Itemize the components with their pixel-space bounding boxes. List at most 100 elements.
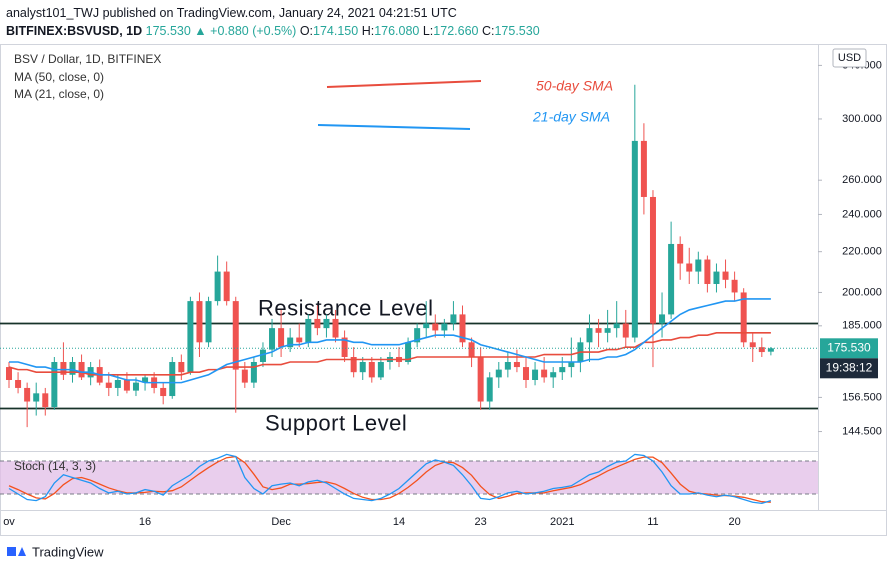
- candle-body: [477, 356, 484, 402]
- candle-body: [649, 196, 656, 324]
- candle-body: [314, 318, 321, 329]
- countdown-box: [820, 358, 878, 379]
- candle-body: [332, 318, 339, 338]
- legend-line-21: [317, 124, 471, 130]
- ohlc-value: 176.080: [374, 24, 420, 38]
- candle-body: [532, 369, 539, 380]
- candle-body: [160, 387, 167, 397]
- candle-body: [305, 318, 312, 343]
- candle-body: [187, 301, 194, 373]
- candle-body: [350, 356, 357, 373]
- symbol: BITFINEX:BSVUSD, 1D: [6, 24, 143, 38]
- ohlc-key: O:: [299, 24, 314, 38]
- candle-body: [550, 372, 557, 378]
- ohlc-key: H:: [361, 24, 375, 38]
- x-tick-label: 20: [728, 516, 740, 528]
- level-label: Resistance Level: [258, 295, 434, 320]
- x-tick-label: 11: [647, 516, 658, 528]
- candle-body: [51, 362, 58, 408]
- candle-body: [114, 379, 121, 388]
- stoch-band: [0, 461, 818, 494]
- candle-body: [287, 337, 294, 348]
- candle-body: [259, 349, 266, 363]
- countdown: 19:38:12: [826, 360, 873, 374]
- y-tick-label: 240.000: [842, 208, 882, 220]
- candle-body: [441, 323, 448, 331]
- candle-body: [713, 271, 720, 284]
- candle-body: [740, 292, 747, 343]
- candle-body: [60, 362, 67, 375]
- candle-body: [722, 271, 729, 280]
- candle-body: [414, 328, 421, 343]
- candle-body: [169, 362, 176, 397]
- currency: USD: [838, 52, 861, 64]
- candle-body: [541, 369, 548, 378]
- candle-body: [622, 323, 629, 338]
- candle-body: [631, 140, 638, 338]
- candle-body: [24, 387, 31, 402]
- header: analyst101_TWJ published on TradingView.…: [6, 4, 540, 40]
- candle-body: [495, 369, 502, 378]
- change: +0.880 (+0.5%): [210, 24, 297, 38]
- candle-body: [78, 362, 85, 378]
- candle-body: [205, 301, 212, 343]
- ohlc-value: 175.530: [494, 24, 540, 38]
- candle-body: [758, 347, 765, 353]
- ma-line: [9, 298, 771, 384]
- legend-line-50: [326, 80, 482, 88]
- ohlc-key: C:: [481, 24, 495, 38]
- y-tick-label: 300.000: [842, 113, 882, 125]
- y-tick-label: 220.000: [842, 246, 882, 258]
- price-label: 175.530: [827, 340, 871, 354]
- price-box: [820, 338, 878, 359]
- ohlc-key: L:: [422, 24, 434, 38]
- y-tick-label: 260.000: [842, 174, 882, 186]
- candle-body: [423, 323, 430, 329]
- candle-body: [586, 328, 593, 343]
- x-tick-label: ov: [3, 516, 15, 528]
- candle-body: [105, 382, 112, 388]
- candle-body: [659, 314, 666, 324]
- candle-body: [69, 362, 76, 375]
- candle-body: [42, 393, 49, 408]
- stoch-line: [8, 453, 772, 505]
- arrow: ▲: [194, 24, 207, 38]
- currency-box: [832, 48, 867, 68]
- candle-body: [749, 342, 756, 348]
- candle-body: [450, 314, 457, 324]
- stoch-title: Stoch (14, 3, 3): [14, 459, 96, 473]
- candle-body: [323, 318, 330, 329]
- candle-body: [559, 367, 566, 373]
- candle-body: [15, 379, 22, 388]
- candle-body: [513, 362, 520, 368]
- x-tick-label: 14: [393, 516, 405, 528]
- candle-body: [296, 337, 303, 343]
- candle-body: [359, 362, 366, 373]
- y-tick-label: 144.500: [842, 425, 882, 437]
- ohlc-value: 174.150: [313, 24, 359, 38]
- x-tick-label: 16: [139, 516, 151, 528]
- candle-body: [432, 323, 439, 331]
- candle-body: [142, 377, 149, 383]
- publisher: analyst101_TWJ published on TradingView.…: [6, 6, 457, 20]
- candle-body: [486, 377, 493, 402]
- level-label: Support Level: [265, 410, 407, 435]
- quote-line: BITFINEX:BSVUSD, 1D 175.530 ▲ +0.880 (+0…: [6, 22, 540, 40]
- ohlc-value: 172.660: [433, 24, 479, 38]
- candle-body: [269, 328, 276, 350]
- candle-body: [468, 342, 475, 357]
- candle-body: [767, 348, 774, 352]
- candle-body: [123, 379, 130, 391]
- candle-body: [504, 362, 511, 370]
- y-tick-label: 156.500: [842, 391, 882, 403]
- candle-body: [223, 271, 230, 302]
- candle-body: [250, 362, 257, 383]
- y-tick-label: 185.000: [842, 320, 882, 332]
- candle-body: [640, 140, 647, 197]
- candle-body: [196, 301, 203, 343]
- y-tick-label: 200.000: [842, 286, 882, 298]
- candle-body: [377, 362, 384, 378]
- candle-body: [613, 323, 620, 329]
- candle-body: [668, 243, 675, 315]
- candle-body: [677, 243, 684, 264]
